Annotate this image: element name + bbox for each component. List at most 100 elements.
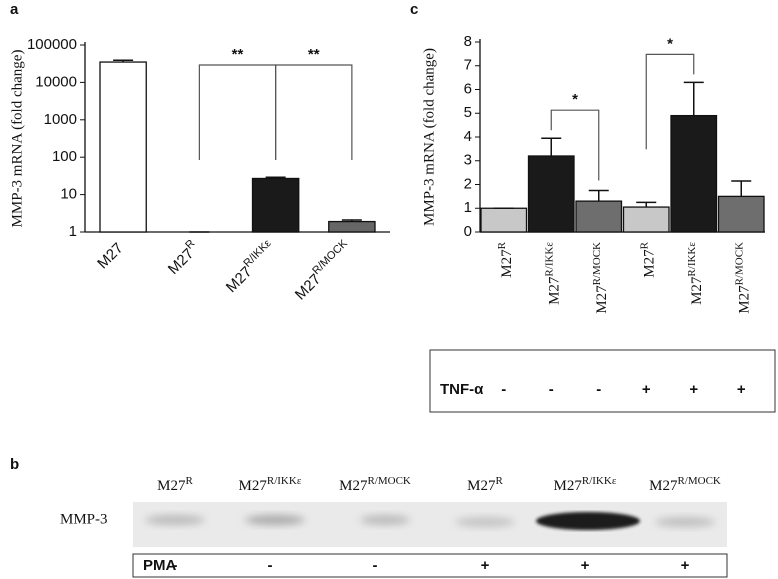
x-tick-label-sup: R/IKKε	[241, 237, 273, 269]
significance-bracket	[275, 64, 353, 160]
y-tick-label: 100	[52, 148, 77, 165]
lane-label: M27R	[467, 475, 503, 495]
x-tick-label-base: M27	[594, 285, 610, 314]
y-tick-label: 2	[464, 175, 472, 192]
x-tick-label: M27R/MOCK	[290, 237, 356, 303]
x-tick-label: M27R	[638, 241, 658, 277]
treatment-sign: -	[501, 381, 506, 398]
y-tick-label: 0	[464, 223, 472, 240]
x-tick-label-sup: R	[638, 241, 650, 249]
x-tick-label-sup: R	[495, 241, 507, 249]
blot-row-label: MMP-3	[60, 511, 108, 527]
lane-label-base: M27	[554, 478, 583, 494]
treatment-sign: -	[596, 381, 601, 398]
lane-label-sup: R	[186, 475, 194, 487]
bar	[575, 200, 623, 233]
panel-letter: a	[10, 1, 19, 18]
treatment-label: PMA	[143, 557, 177, 574]
lane-label-base: M27	[239, 478, 268, 494]
blot-membrane	[133, 502, 727, 547]
lane-label: M27R/MOCK	[649, 475, 721, 495]
lane-label-base: M27	[157, 478, 186, 494]
blot-band	[360, 515, 410, 525]
x-tick-label: M27R/MOCK	[590, 242, 610, 314]
x-tick-label-sup: R/MOCK	[590, 242, 602, 285]
x-tick-label: M27R/IKKε	[685, 242, 705, 305]
x-tick-label-base: M27	[689, 276, 705, 305]
lane-label-base: M27	[649, 478, 678, 494]
treatment-sign: +	[737, 381, 746, 398]
blot-band	[245, 515, 305, 525]
bar	[480, 207, 528, 233]
x-tick-label: M27R	[495, 241, 515, 277]
treatment-sign: -	[173, 557, 178, 574]
lane-label-sup: R/IKKε	[582, 475, 617, 487]
bar	[251, 177, 300, 233]
y-tick-label: 4	[464, 128, 472, 145]
lane-label-sup: R/MOCK	[677, 475, 720, 487]
lane-label-base: M27	[339, 478, 368, 494]
bar	[527, 155, 575, 233]
lane-label: M27R/IKKε	[239, 475, 302, 495]
x-tick-label-base: M27	[642, 249, 658, 278]
y-tick-label: 5	[464, 104, 472, 121]
treatment-box	[429, 349, 776, 413]
blot-band	[455, 517, 515, 527]
significance-label: **	[232, 46, 244, 63]
x-tick-label: M27R/IKKε	[221, 237, 280, 296]
blot-band	[145, 515, 205, 525]
x-tick-label-base: M27	[499, 249, 515, 278]
x-tick-label: M27R/IKKε	[543, 242, 563, 305]
lane-label-sup: R/IKKε	[267, 475, 302, 487]
treatment-sign: +	[681, 557, 690, 574]
treatment-box	[132, 553, 728, 578]
blot-band	[655, 517, 715, 527]
x-tick-label: M27R	[163, 237, 203, 277]
treatment-sign: +	[581, 557, 590, 574]
y-axis-label: MMP-3 mRNA (fold change)	[421, 48, 437, 226]
x-tick-label-sup: R/IKKε	[685, 242, 697, 277]
y-tick-label: 10000	[35, 73, 77, 90]
bar	[622, 206, 670, 233]
lane-label: M27R/IKKε	[554, 475, 617, 495]
y-tick-label: 100000	[27, 36, 77, 53]
treatment-label: TNF-α	[440, 381, 484, 398]
treatment-sign: +	[481, 557, 490, 574]
x-tick-label-sup: R/MOCK	[310, 237, 350, 277]
bar	[717, 195, 765, 233]
lane-label: M27R/MOCK	[339, 475, 411, 495]
significance-label: *	[667, 35, 673, 52]
panel-letter: c	[410, 1, 418, 18]
x-tick-label: M27	[94, 240, 127, 273]
y-tick-label: 6	[464, 80, 472, 97]
significance-bracket	[645, 53, 695, 150]
treatment-sign: +	[642, 381, 651, 398]
blot-band	[536, 512, 640, 530]
lane-label-sup: R	[496, 475, 504, 487]
significance-bracket	[198, 64, 277, 160]
y-tick-label: 7	[464, 57, 472, 74]
bar	[99, 61, 147, 233]
y-tick-label: 10	[60, 186, 77, 203]
treatment-sign: -	[549, 381, 554, 398]
y-tick-label: 1	[464, 199, 472, 216]
lane-label-sup: R/MOCK	[367, 475, 410, 487]
x-tick-label-base: M27	[737, 285, 753, 314]
y-tick-label: 3	[464, 152, 472, 169]
lane-label: M27R	[157, 475, 193, 495]
x-tick-label-sup: R/MOCK	[733, 242, 745, 285]
y-tick-label: 1	[69, 223, 77, 240]
x-tick-label-base: M27	[94, 240, 127, 273]
panel-letter: b	[10, 456, 19, 473]
treatment-sign: -	[373, 557, 378, 574]
y-tick-label: 8	[464, 33, 472, 50]
x-tick-label-base: M27	[547, 276, 563, 305]
significance-label: **	[308, 46, 320, 63]
significance-bracket	[550, 109, 600, 181]
y-tick-label: 1000	[44, 111, 77, 128]
bar	[328, 220, 376, 233]
lane-label-base: M27	[467, 478, 496, 494]
treatment-sign: -	[268, 557, 273, 574]
x-tick-label: M27R/MOCK	[733, 242, 753, 314]
